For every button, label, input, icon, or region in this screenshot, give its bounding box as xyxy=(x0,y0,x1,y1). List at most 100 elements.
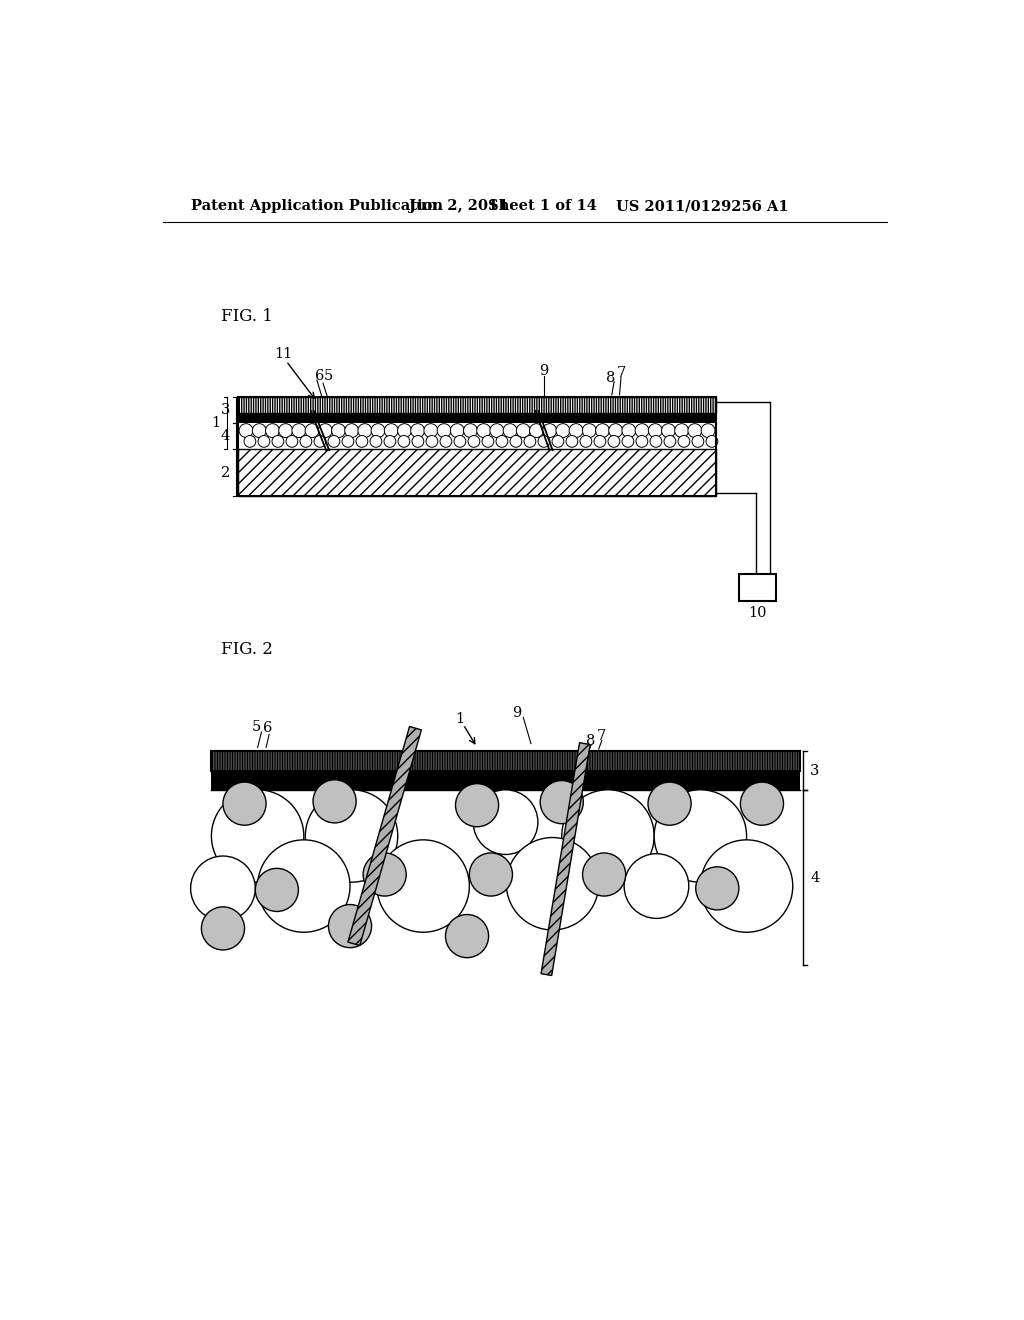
Text: FIG. 2: FIG. 2 xyxy=(221,642,273,659)
Circle shape xyxy=(190,857,255,921)
Text: 11: 11 xyxy=(273,347,292,360)
Circle shape xyxy=(332,424,345,437)
Circle shape xyxy=(412,436,424,447)
Circle shape xyxy=(377,840,469,932)
Circle shape xyxy=(510,436,522,447)
Text: 9: 9 xyxy=(512,706,521,719)
Circle shape xyxy=(701,424,715,437)
Circle shape xyxy=(464,424,477,437)
Bar xyxy=(239,397,716,412)
Circle shape xyxy=(437,424,451,437)
Circle shape xyxy=(700,840,793,932)
Bar xyxy=(211,771,801,789)
Circle shape xyxy=(562,789,654,882)
Bar xyxy=(239,412,716,422)
Circle shape xyxy=(503,424,517,437)
Circle shape xyxy=(240,424,253,437)
Circle shape xyxy=(538,436,550,447)
Circle shape xyxy=(342,436,354,447)
Text: FIG. 1: FIG. 1 xyxy=(221,308,273,325)
Polygon shape xyxy=(541,743,590,975)
Circle shape xyxy=(608,424,623,437)
Text: 3: 3 xyxy=(220,403,230,417)
Text: 5: 5 xyxy=(324,370,333,383)
Circle shape xyxy=(648,781,691,825)
Circle shape xyxy=(496,436,508,447)
Circle shape xyxy=(541,780,584,824)
Circle shape xyxy=(580,436,592,447)
Circle shape xyxy=(469,853,512,896)
Circle shape xyxy=(440,436,452,447)
Text: 5: 5 xyxy=(252,719,261,734)
Circle shape xyxy=(329,904,372,948)
Circle shape xyxy=(292,424,306,437)
Circle shape xyxy=(594,436,606,447)
Circle shape xyxy=(625,854,689,919)
Circle shape xyxy=(211,789,304,882)
Circle shape xyxy=(552,436,564,447)
Circle shape xyxy=(543,424,557,437)
Circle shape xyxy=(654,789,746,882)
Circle shape xyxy=(516,424,530,437)
Circle shape xyxy=(650,436,662,447)
Circle shape xyxy=(569,424,583,437)
Circle shape xyxy=(371,424,385,437)
Bar xyxy=(239,397,716,495)
Text: 6: 6 xyxy=(263,721,272,735)
Text: 4: 4 xyxy=(220,429,230,444)
Text: 4: 4 xyxy=(810,871,820,884)
Circle shape xyxy=(454,436,466,447)
Circle shape xyxy=(313,780,356,822)
Circle shape xyxy=(489,424,504,437)
Circle shape xyxy=(529,424,544,437)
Circle shape xyxy=(300,436,311,447)
Circle shape xyxy=(424,424,438,437)
Circle shape xyxy=(252,424,266,437)
Text: 2: 2 xyxy=(220,466,230,479)
Bar xyxy=(739,574,776,601)
Circle shape xyxy=(328,436,340,447)
Text: 1: 1 xyxy=(456,711,465,726)
Circle shape xyxy=(384,424,398,437)
Circle shape xyxy=(202,907,245,950)
Circle shape xyxy=(451,424,464,437)
Circle shape xyxy=(664,436,676,447)
Circle shape xyxy=(286,436,298,447)
Polygon shape xyxy=(348,726,422,945)
Circle shape xyxy=(596,424,609,437)
Bar xyxy=(211,751,801,771)
Circle shape xyxy=(695,867,739,909)
Text: Patent Application Publication: Patent Application Publication xyxy=(190,199,442,213)
Circle shape xyxy=(688,424,701,437)
Circle shape xyxy=(583,424,596,437)
Text: 6: 6 xyxy=(315,368,325,383)
Circle shape xyxy=(244,436,256,447)
Circle shape xyxy=(706,436,718,447)
Circle shape xyxy=(279,424,293,437)
Circle shape xyxy=(272,436,284,447)
Circle shape xyxy=(445,915,488,958)
Circle shape xyxy=(318,424,332,437)
Circle shape xyxy=(398,436,410,447)
Circle shape xyxy=(622,436,634,447)
Circle shape xyxy=(524,436,536,447)
Circle shape xyxy=(635,424,649,437)
Circle shape xyxy=(482,436,494,447)
Circle shape xyxy=(255,869,298,911)
Text: 9: 9 xyxy=(540,364,549,378)
Circle shape xyxy=(583,853,626,896)
Circle shape xyxy=(477,424,490,437)
Text: 8: 8 xyxy=(606,371,615,385)
Text: 7: 7 xyxy=(597,729,606,743)
Text: US 2011/0129256 A1: US 2011/0129256 A1 xyxy=(615,199,788,213)
Circle shape xyxy=(622,424,636,437)
Circle shape xyxy=(411,424,425,437)
Circle shape xyxy=(356,436,368,447)
Text: 1: 1 xyxy=(212,416,220,430)
Circle shape xyxy=(265,424,280,437)
Circle shape xyxy=(314,436,326,447)
Circle shape xyxy=(608,436,620,447)
Circle shape xyxy=(740,781,783,825)
Circle shape xyxy=(305,789,397,882)
Text: 10: 10 xyxy=(749,606,767,619)
